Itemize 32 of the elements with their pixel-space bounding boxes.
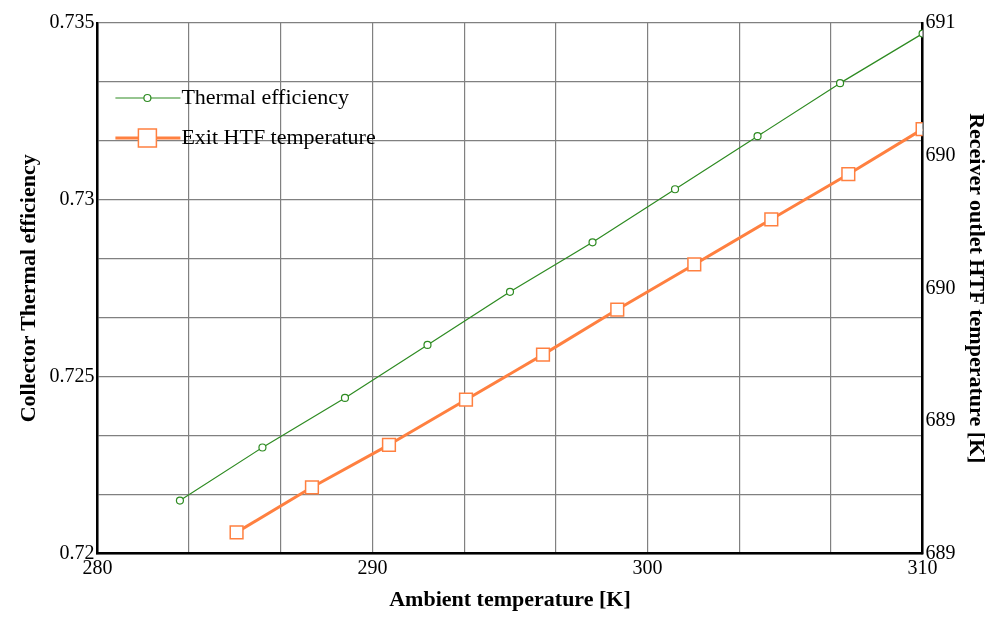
legend-label: Thermal efficiency bbox=[181, 83, 349, 109]
y-tick-label: 0.725 bbox=[49, 363, 95, 386]
y2-tick-label: 689 bbox=[925, 408, 956, 431]
point bbox=[381, 437, 397, 452]
y-axis-title: Collector Thermal efficiency bbox=[14, 154, 40, 423]
legend-label: Exit HTF temperature bbox=[181, 123, 376, 149]
point bbox=[687, 257, 702, 272]
x-tick-label: 290 bbox=[357, 555, 388, 578]
point bbox=[458, 392, 474, 407]
y2-axis-title: Receiver outlet HTF temperature [K] bbox=[965, 113, 991, 464]
point bbox=[841, 167, 856, 182]
point bbox=[505, 287, 515, 296]
point bbox=[304, 480, 320, 495]
y2-tick-label: 690 bbox=[925, 275, 956, 298]
point bbox=[258, 443, 267, 452]
point bbox=[175, 496, 185, 505]
point bbox=[229, 525, 244, 540]
y2-tick-label: 690 bbox=[925, 142, 956, 165]
point bbox=[753, 132, 762, 141]
point bbox=[764, 212, 779, 227]
point bbox=[340, 393, 350, 403]
y-tick-label: 0.73 bbox=[59, 187, 95, 210]
y2-tick-label: 691 bbox=[925, 10, 956, 33]
point bbox=[835, 79, 845, 88]
point bbox=[670, 185, 680, 194]
point bbox=[610, 302, 625, 317]
x-tick-label: 300 bbox=[632, 555, 663, 578]
point bbox=[423, 340, 432, 349]
point bbox=[535, 347, 551, 362]
x-axis-title: Ambient temperature [K] bbox=[389, 586, 631, 612]
y-tick-label: 0.735 bbox=[49, 10, 95, 33]
point bbox=[588, 238, 597, 247]
